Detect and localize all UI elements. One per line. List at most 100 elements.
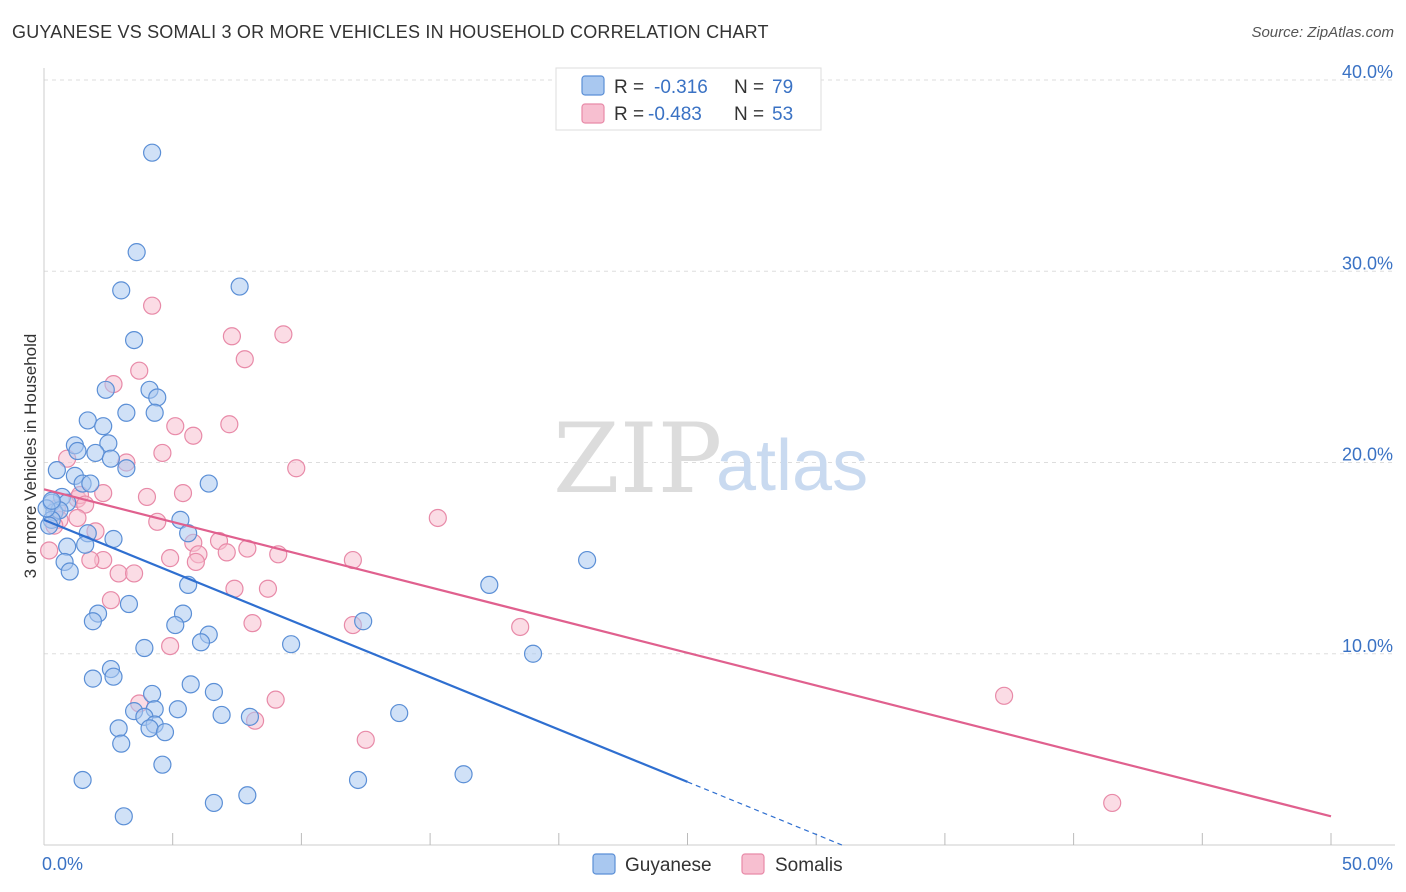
guyanese-point xyxy=(166,615,185,635)
somalis-point xyxy=(428,508,447,528)
somalis-point xyxy=(186,552,205,572)
somalis-point xyxy=(143,296,162,315)
somalis-point xyxy=(94,484,113,503)
guyanese-point xyxy=(114,807,133,826)
bottom-legend-swatch-somalis xyxy=(741,853,765,875)
somalis-point xyxy=(356,730,375,749)
guyanese-point xyxy=(42,491,61,510)
legend-r-label-guyanese: R = xyxy=(614,77,644,98)
guyanese-point xyxy=(68,441,87,461)
somalis-point xyxy=(511,617,530,637)
guyanese-point xyxy=(104,667,123,686)
guyanese-point xyxy=(578,550,597,570)
guyanese-point xyxy=(112,734,131,753)
axes xyxy=(43,68,1395,846)
guyanese-point xyxy=(73,770,92,790)
guyanese-trend-line xyxy=(43,518,688,783)
somalis-trend-line xyxy=(43,488,1332,818)
guyanese-point xyxy=(282,635,301,654)
guyanese-point xyxy=(199,474,218,493)
guyanese-point xyxy=(354,612,373,631)
guyanese-point xyxy=(101,449,121,468)
legend-swatch-somalis xyxy=(581,103,605,124)
guyanese-point xyxy=(390,703,409,723)
guyanese-point xyxy=(117,403,136,422)
guyanese-point xyxy=(117,459,136,478)
y-tick-label: 10.0% xyxy=(1342,636,1393,656)
somalis-point xyxy=(81,550,100,570)
guyanese-point xyxy=(86,443,105,463)
guyanese-point xyxy=(212,705,231,725)
guyanese-point xyxy=(148,388,167,407)
somalis-point xyxy=(274,325,293,344)
guyanese-point xyxy=(230,277,249,296)
guyanese-point xyxy=(83,612,103,631)
guyanese-point xyxy=(135,638,154,658)
somalis-point xyxy=(173,484,193,503)
legend-n-label-somalis: N = xyxy=(734,104,764,125)
source-label: Source: ZipAtlas.com xyxy=(1251,24,1394,41)
watermark: ZIP atlas xyxy=(553,403,868,515)
legend-n-label-guyanese: N = xyxy=(734,77,764,98)
somalis-point xyxy=(161,549,180,568)
bottom-legend-label-somalis: Somalis xyxy=(775,855,843,876)
somalis-point xyxy=(222,327,242,346)
somalis-point xyxy=(101,591,121,610)
guyanese-point xyxy=(240,707,260,726)
guyanese-points xyxy=(37,143,597,826)
guyanese-point xyxy=(153,755,172,774)
somalis-point xyxy=(161,636,180,656)
somalis-point xyxy=(243,614,262,633)
guyanese-point xyxy=(40,516,59,535)
bottom-legend-swatch-guyanese xyxy=(592,853,616,875)
guyanese-point xyxy=(94,417,113,436)
somalis-point xyxy=(220,415,239,434)
guyanese-point xyxy=(238,786,257,805)
somalis-points xyxy=(40,296,1122,813)
guyanese-point xyxy=(47,461,66,480)
guyanese-point xyxy=(96,380,115,399)
somalis-point xyxy=(153,443,172,463)
somalis-point xyxy=(184,426,203,445)
somalis-point xyxy=(995,686,1014,705)
guyanese-point xyxy=(124,331,144,350)
somalis-point xyxy=(258,579,278,598)
guyanese-point xyxy=(191,633,211,652)
somalis-point xyxy=(287,459,306,478)
guyanese-point xyxy=(204,793,223,813)
guyanese-point xyxy=(155,723,175,742)
somalis-point xyxy=(130,361,149,380)
guyanese-point xyxy=(181,675,200,694)
legend-box: R = -0.316 N = 79 R = -0.483 N = 53 xyxy=(555,67,822,131)
guyanese-point xyxy=(480,575,499,595)
somalis-point xyxy=(68,508,87,528)
somalis-point xyxy=(1103,793,1122,813)
trend-lines xyxy=(43,488,1332,846)
guyanese-point xyxy=(168,700,187,719)
somalis-point xyxy=(166,417,185,436)
guyanese-point xyxy=(454,765,473,784)
somalis-point xyxy=(40,541,59,560)
guyanese-point xyxy=(145,403,164,422)
guyanese-point xyxy=(140,719,159,738)
watermark-zip: ZIP xyxy=(553,403,722,515)
chart-title: GUYANESE VS SOMALI 3 OR MORE VEHICLES IN… xyxy=(12,22,769,42)
somalis-point xyxy=(137,487,157,507)
guyanese-point xyxy=(143,143,162,162)
y-tick-labels: 10.0% 20.0% 30.0% 40.0% xyxy=(1342,62,1393,656)
guyanese-point xyxy=(60,562,79,581)
guyanese-point xyxy=(83,669,103,688)
guyanese-point xyxy=(78,411,97,430)
x-ticks xyxy=(172,833,1332,845)
y-tick-label: 20.0% xyxy=(1342,445,1393,465)
y-tick-label: 30.0% xyxy=(1342,253,1393,273)
somalis-point xyxy=(217,543,236,562)
bottom-legend: Guyanese Somalis xyxy=(592,853,843,876)
x-tick-label-max: 50.0% xyxy=(1342,854,1393,874)
guyanese-point xyxy=(348,770,368,790)
legend-swatch-guyanese xyxy=(581,75,605,96)
somalis-point xyxy=(235,350,254,369)
legend-r-value-guyanese: -0.316 xyxy=(654,77,708,98)
guyanese-point xyxy=(127,243,146,262)
guyanese-point xyxy=(143,684,162,704)
